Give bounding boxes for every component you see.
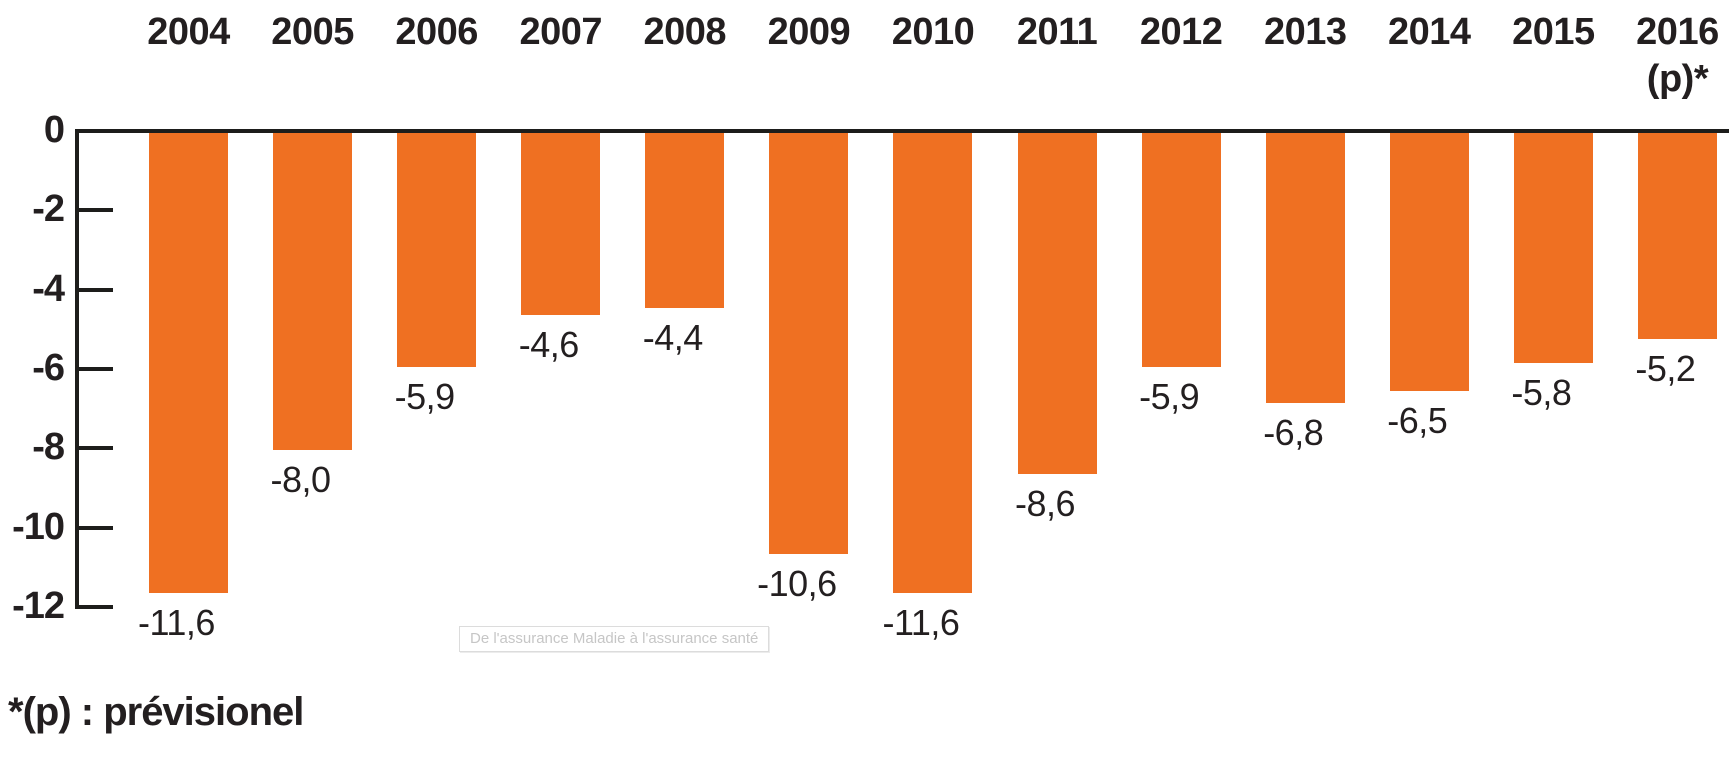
bar-value-label: -6,8 [1263,411,1324,453]
bar-2012 [1141,133,1221,368]
x-axis-sublabel: (p)* [1646,58,1709,100]
bar-2009 [769,133,849,554]
bar-value-label: -5,9 [1139,376,1200,418]
bar-2010 [893,133,973,594]
bar-2013 [1265,133,1345,403]
footnote: *(p) : prévisionel [8,690,304,734]
bar-2016 [1637,133,1717,340]
bar-2014 [1389,133,1469,391]
y-axis-tick-label: -12 [12,585,65,628]
bar-value-label: -6,5 [1387,399,1448,441]
y-axis-tick [75,446,113,451]
x-axis-label: 2012 [1139,11,1223,53]
bar-value-label: -4,6 [518,324,580,366]
x-axis-label: 2016 [1636,11,1719,53]
x-axis-label: 2014 [1388,11,1471,53]
x-axis-label: 2007 [519,11,602,53]
y-axis-tick-label: -4 [32,267,65,310]
x-axis-label: 2010 [891,11,975,53]
bar-2004 [149,133,228,594]
bar-value-label: -11,6 [138,602,215,644]
y-axis-tick [75,525,113,530]
x-axis-label: 2013 [1263,11,1347,53]
bar-2005 [273,133,353,451]
bar-2011 [1017,133,1097,475]
watermark-tooltip: De l'assurance Maladie à l'assurance san… [459,626,770,652]
bar-value-label: -10,6 [757,562,837,604]
bar-2007 [521,133,601,316]
bar-value-label: -8,0 [270,459,332,501]
x-axis-label: 2011 [1016,11,1098,53]
y-axis-tick-label: -10 [12,505,65,548]
bar-value-label: -5,9 [394,376,456,418]
y-axis-tick [75,605,113,610]
bar-2008 [645,133,725,308]
y-axis-tick-label: -6 [32,347,65,390]
bar-value-label: -11,6 [882,602,960,644]
x-axis-label: 2004 [147,11,230,53]
y-axis-tick-label: -8 [32,426,65,469]
y-axis-tick [75,208,113,213]
bar-value-label: -5,2 [1635,348,1696,390]
x-axis-label: 2015 [1512,11,1595,53]
x-axis-label: 2009 [767,11,851,53]
y-axis-tick [75,367,113,372]
x-axis-label: 2005 [271,11,354,53]
x-axis-label: 2008 [643,11,727,53]
y-axis-tick-label: -2 [32,188,65,231]
bar-value-label: -8,6 [1015,483,1076,525]
x-axis-line [75,129,1729,133]
bar-2006 [397,133,477,368]
y-axis-tick [75,287,113,292]
bar-value-label: -4,4 [642,316,704,358]
y-axis-tick-label: 0 [43,109,65,151]
bar-value-label: -5,8 [1511,372,1572,414]
x-axis-label: 2006 [395,11,478,53]
bar-2015 [1513,133,1593,364]
